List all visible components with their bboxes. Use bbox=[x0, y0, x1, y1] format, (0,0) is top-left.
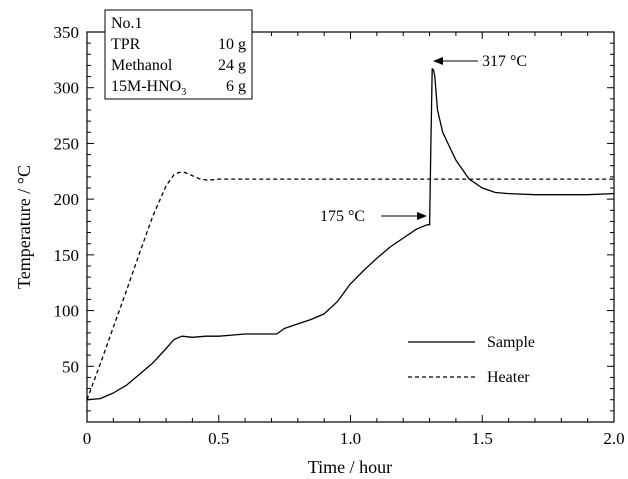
y-tick-label: 300 bbox=[54, 79, 80, 98]
info-row-name: 15M-HNO3 bbox=[111, 78, 186, 98]
x-axis-title: Time / hour bbox=[308, 457, 392, 477]
info-row-amount: 24 g bbox=[218, 57, 246, 74]
info-row-name: TPR bbox=[111, 36, 141, 53]
y-tick-label: 150 bbox=[54, 246, 80, 265]
y-axis-title: Temperature / °C bbox=[14, 165, 34, 289]
x-tick-label: 2.0 bbox=[603, 429, 624, 448]
legend: Sample Heater bbox=[408, 334, 535, 386]
x-tick-label: 1.0 bbox=[340, 429, 361, 448]
y-tick-label: 200 bbox=[54, 190, 80, 209]
info-row-amount: 6 g bbox=[226, 78, 246, 95]
legend-sample-label: Sample bbox=[487, 334, 535, 351]
info-row-amount: 10 g bbox=[218, 36, 246, 53]
info-row-name-main: 15M-HNO bbox=[111, 78, 181, 95]
x-tick-label: 0.5 bbox=[208, 429, 229, 448]
y-axis: 50 100 150 200 250 300 350 bbox=[54, 23, 614, 412]
y-tick-label: 350 bbox=[54, 23, 80, 42]
annotation-175: 175 °C bbox=[320, 208, 427, 225]
info-box-frame bbox=[104, 9, 253, 100]
y-tick-label: 50 bbox=[62, 357, 79, 376]
info-box: No.1 TPR 10 g Methanol 24 g 15M-HNO3 6 g bbox=[104, 9, 253, 100]
info-row-name: Methanol bbox=[111, 57, 173, 74]
series-line-sample bbox=[86, 68, 615, 401]
annotation-317-arrowhead bbox=[433, 57, 443, 65]
series-layer bbox=[86, 68, 615, 401]
x-axis: 0 0.5 1.0 1.5 2.0 bbox=[83, 32, 625, 448]
annotation-317-label: 317 °C bbox=[482, 53, 527, 70]
info-box-title: No.1 bbox=[111, 15, 143, 32]
y-tick-label: 100 bbox=[54, 302, 80, 321]
legend-heater-label: Heater bbox=[487, 369, 530, 386]
annotation-317: 317 °C bbox=[433, 53, 527, 70]
series-line-heater bbox=[86, 171, 614, 400]
x-tick-label: 1.5 bbox=[472, 429, 493, 448]
x-tick-label: 0 bbox=[83, 429, 92, 448]
y-tick-label: 250 bbox=[54, 134, 80, 153]
info-row-name-subscript: 3 bbox=[181, 87, 186, 98]
annotation-175-arrowhead bbox=[417, 212, 427, 220]
annotation-175-label: 175 °C bbox=[320, 208, 365, 225]
